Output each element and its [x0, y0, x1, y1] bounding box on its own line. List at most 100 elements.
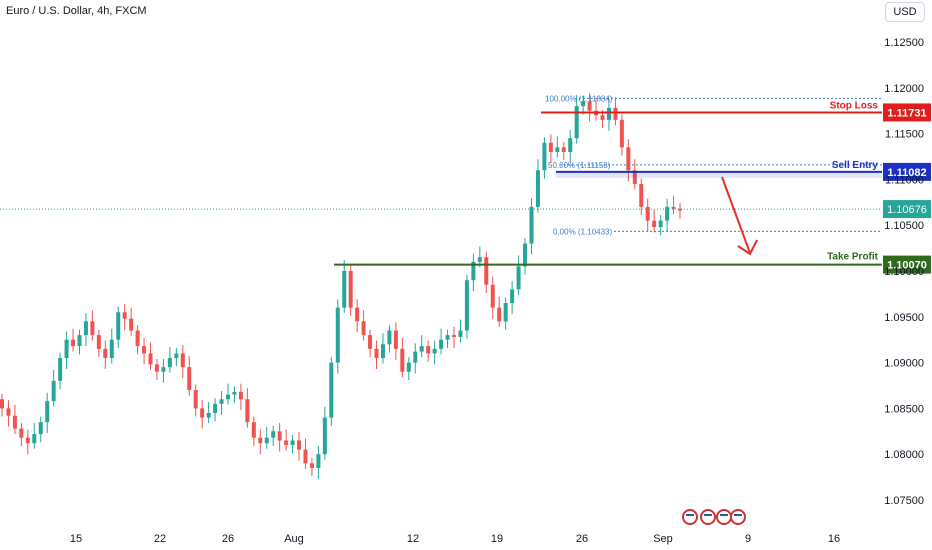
candle-body: [458, 330, 463, 337]
candle-body: [452, 335, 456, 337]
candle-body: [122, 312, 127, 319]
time-tick-label: 26: [576, 533, 588, 545]
candle-body: [510, 289, 515, 304]
candle-body: [658, 220, 663, 228]
time-tick-label: 15: [70, 533, 82, 545]
candle-body: [484, 257, 489, 285]
time-axis: 15 22 26 Aug 12 19 26 Sep 9 16: [70, 533, 840, 545]
candle-body: [361, 321, 366, 336]
time-tick-label: 12: [407, 533, 419, 545]
candle-body: [581, 101, 586, 107]
candles: [0, 93, 682, 479]
candle-body: [639, 183, 644, 207]
candle-body: [161, 367, 166, 372]
candle-body: [561, 147, 566, 152]
candle-body: [83, 321, 88, 336]
stop-loss-label: Stop Loss: [830, 100, 879, 111]
sell-entry-label: Sell Entry: [832, 160, 879, 171]
candle-body: [135, 330, 140, 347]
us-event-flag-stripe: [686, 514, 694, 516]
candle-body: [393, 330, 398, 349]
candle-body: [109, 339, 114, 359]
candle-body: [58, 358, 63, 381]
time-tick-label: 19: [491, 533, 503, 545]
time-tick-label: Sep: [653, 533, 673, 545]
price-tick-label: 1.10000: [884, 266, 924, 278]
candle-body: [45, 401, 50, 423]
economic-events: [682, 509, 746, 525]
candle-body: [19, 428, 24, 438]
candle-body: [309, 463, 314, 468]
candle-body: [284, 440, 289, 446]
us-event-icon: [682, 509, 698, 525]
price-tick-label: 1.11000: [885, 174, 924, 186]
candle-body: [678, 208, 682, 211]
candle-body: [71, 339, 76, 347]
candle-body: [329, 362, 334, 418]
candle-body: [406, 362, 411, 372]
candle-body: [25, 437, 30, 444]
candle-body: [251, 422, 256, 438]
candle-body: [187, 367, 192, 391]
stop-loss-price: 1.11731: [887, 107, 926, 119]
candle-body: [574, 106, 579, 139]
candle-body: [380, 344, 385, 359]
time-tick-label: 26: [222, 533, 234, 545]
time-tick-label: 9: [745, 533, 751, 545]
current-price-tag: [883, 200, 931, 219]
candle-body: [523, 243, 528, 267]
candle-body: [477, 257, 482, 262]
candle-body: [154, 364, 159, 372]
price-tick-label: 1.08000: [884, 449, 924, 461]
price-tick-label: 1.11500: [885, 129, 924, 141]
candle-body: [200, 408, 205, 418]
candle-body: [271, 431, 276, 438]
candle-body: [51, 380, 56, 402]
candle-body: [387, 330, 392, 345]
candle-body: [245, 399, 250, 423]
candle-body: [213, 403, 218, 413]
candle-body: [77, 335, 82, 347]
fib-level-label: 50.00% (1.11158): [548, 161, 611, 170]
candle-body: [219, 399, 224, 404]
candle-body: [568, 138, 573, 152]
candle-body: [32, 434, 37, 444]
candle-body: [180, 353, 185, 368]
candle-body: [348, 271, 353, 308]
projection-arrow: [721, 176, 751, 254]
price-tick-label: 1.10500: [884, 220, 924, 232]
candle-body: [264, 437, 269, 444]
candle-body: [652, 220, 657, 228]
take-profit-label: Take Profit: [827, 252, 879, 263]
currency-button[interactable]: USD: [885, 2, 925, 22]
candle-body: [490, 284, 495, 308]
current-price-label: 1.10676: [887, 204, 927, 216]
projection-arrowhead: [737, 239, 758, 256]
take-profit-price-tag: [883, 255, 931, 274]
candle-body: [426, 346, 431, 354]
candle-body: [619, 119, 624, 148]
price-tick-label: 1.08500: [884, 403, 924, 415]
candle-body: [516, 266, 521, 290]
stop-loss-price-tag: [883, 103, 931, 122]
us-event-icon: [716, 509, 732, 525]
candle-body: [96, 335, 101, 349]
candle-body: [174, 353, 179, 359]
candle-body: [548, 142, 553, 152]
candle-body: [64, 339, 69, 359]
candle-body: [400, 348, 405, 372]
candle-body: [626, 147, 631, 171]
us-event-flag-stripe: [704, 514, 712, 516]
candle-body: [167, 358, 172, 368]
candle-body: [148, 353, 153, 365]
candle-body: [613, 107, 618, 120]
candle-body: [665, 206, 670, 221]
candle-body: [193, 390, 198, 409]
chart-title: Euro / U.S. Dollar, 4h, FXCM: [6, 5, 147, 17]
sell-entry-price-tag: [883, 162, 931, 181]
time-tick-label: 22: [154, 533, 166, 545]
candle-body: [335, 307, 340, 363]
candle-body: [129, 318, 134, 331]
candle-body: [297, 440, 302, 450]
candle-body: [413, 351, 418, 363]
